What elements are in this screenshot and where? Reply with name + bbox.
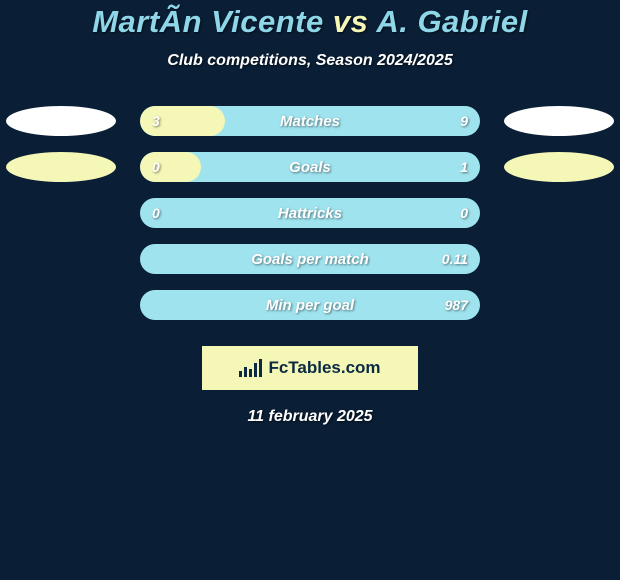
stat-label: Min per goal: [140, 290, 480, 320]
vs-text: vs: [333, 4, 368, 39]
stat-bar: 987Min per goal: [140, 290, 480, 320]
stat-bar: 0.11Goals per match: [140, 244, 480, 274]
player2-name: A. Gabriel: [376, 4, 527, 39]
comparison-title: MartÃ­n Vicente vs A. Gabriel: [0, 4, 620, 40]
stat-label: Goals per match: [140, 244, 480, 274]
stat-label: Goals: [140, 152, 480, 182]
stats-rows: 39Matches 01Goals 00Hattricks 0.11Goals per…: [0, 106, 620, 336]
infographic-date: 11 february 2025: [0, 408, 620, 426]
stat-row: 01Goals: [0, 152, 620, 198]
player1-pill: [6, 152, 116, 182]
stat-bar: 01Goals: [140, 152, 480, 182]
stat-bar: 00Hattricks: [140, 198, 480, 228]
stat-row: 0.11Goals per match: [0, 244, 620, 290]
stat-row: 00Hattricks: [0, 198, 620, 244]
stat-bar: 39Matches: [140, 106, 480, 136]
brand-badge: FcTables.com: [202, 346, 418, 390]
player1-pill: [6, 106, 116, 136]
season-subtitle: Club competitions, Season 2024/2025: [0, 52, 620, 70]
stat-label: Matches: [140, 106, 480, 136]
stat-row: 39Matches: [0, 106, 620, 152]
player1-name: MartÃ­n Vicente: [92, 4, 324, 39]
stat-row: 987Min per goal: [0, 290, 620, 336]
brand-text: FcTables.com: [268, 358, 380, 378]
bar-chart-icon: [239, 359, 262, 377]
stat-label: Hattricks: [140, 198, 480, 228]
player2-pill: [504, 106, 614, 136]
player2-pill: [504, 152, 614, 182]
